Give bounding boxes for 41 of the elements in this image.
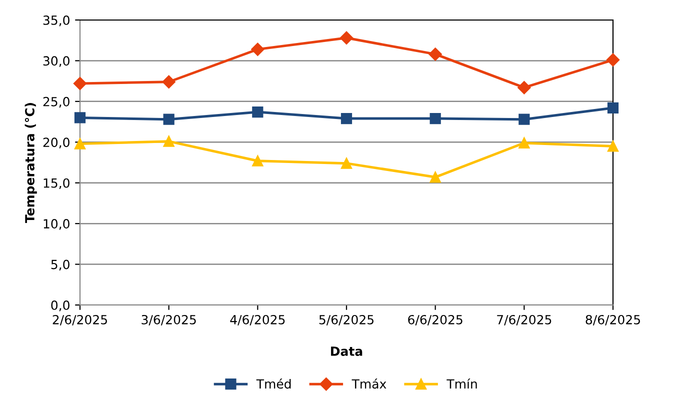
y-tick-label: 15,0 xyxy=(44,178,70,190)
point xyxy=(162,75,176,88)
x-tick-label: 4/6/2025 xyxy=(230,314,285,326)
point xyxy=(251,42,264,56)
y-tick-label: 20,0 xyxy=(43,138,70,148)
x-tick-label: 7/6/2025 xyxy=(497,314,552,326)
y-tick-label: 25,0 xyxy=(43,96,70,108)
point xyxy=(430,172,441,183)
point xyxy=(606,53,620,66)
point xyxy=(73,76,87,90)
point xyxy=(340,158,352,169)
x-tick-label: 3/6/2025 xyxy=(142,314,196,326)
point xyxy=(163,114,174,125)
point xyxy=(74,112,86,124)
point xyxy=(518,81,531,94)
x-tick-label: 8/6/2025 xyxy=(586,314,640,326)
point xyxy=(430,112,441,124)
y-tick-label: 10,0 xyxy=(44,219,70,230)
x-tick-label: 6/6/2025 xyxy=(408,314,462,326)
point xyxy=(340,112,352,124)
y-axis-title: Temperatura (°C) xyxy=(24,103,37,223)
y-tick-label: 5,0 xyxy=(51,260,70,270)
point xyxy=(428,48,442,61)
x-axis-title: Data xyxy=(331,346,362,356)
point xyxy=(74,138,86,150)
point xyxy=(163,136,174,147)
point xyxy=(607,102,619,114)
point xyxy=(518,114,530,125)
x-tick-label: 5/6/2025 xyxy=(319,314,374,326)
point xyxy=(252,106,264,118)
legend-label: Tmín xyxy=(446,378,477,388)
legend-label: Tméd xyxy=(256,378,291,389)
point xyxy=(252,155,264,166)
point xyxy=(518,137,530,149)
x-tick-label: 2/6/2025 xyxy=(52,314,107,326)
y-tick-label: 30,0 xyxy=(43,56,70,67)
legend-label: Tmáx xyxy=(352,378,386,389)
point xyxy=(340,31,354,44)
y-tick-label: 35,0 xyxy=(43,15,70,26)
point xyxy=(607,140,619,152)
y-tick-label: 0,0 xyxy=(51,300,70,312)
